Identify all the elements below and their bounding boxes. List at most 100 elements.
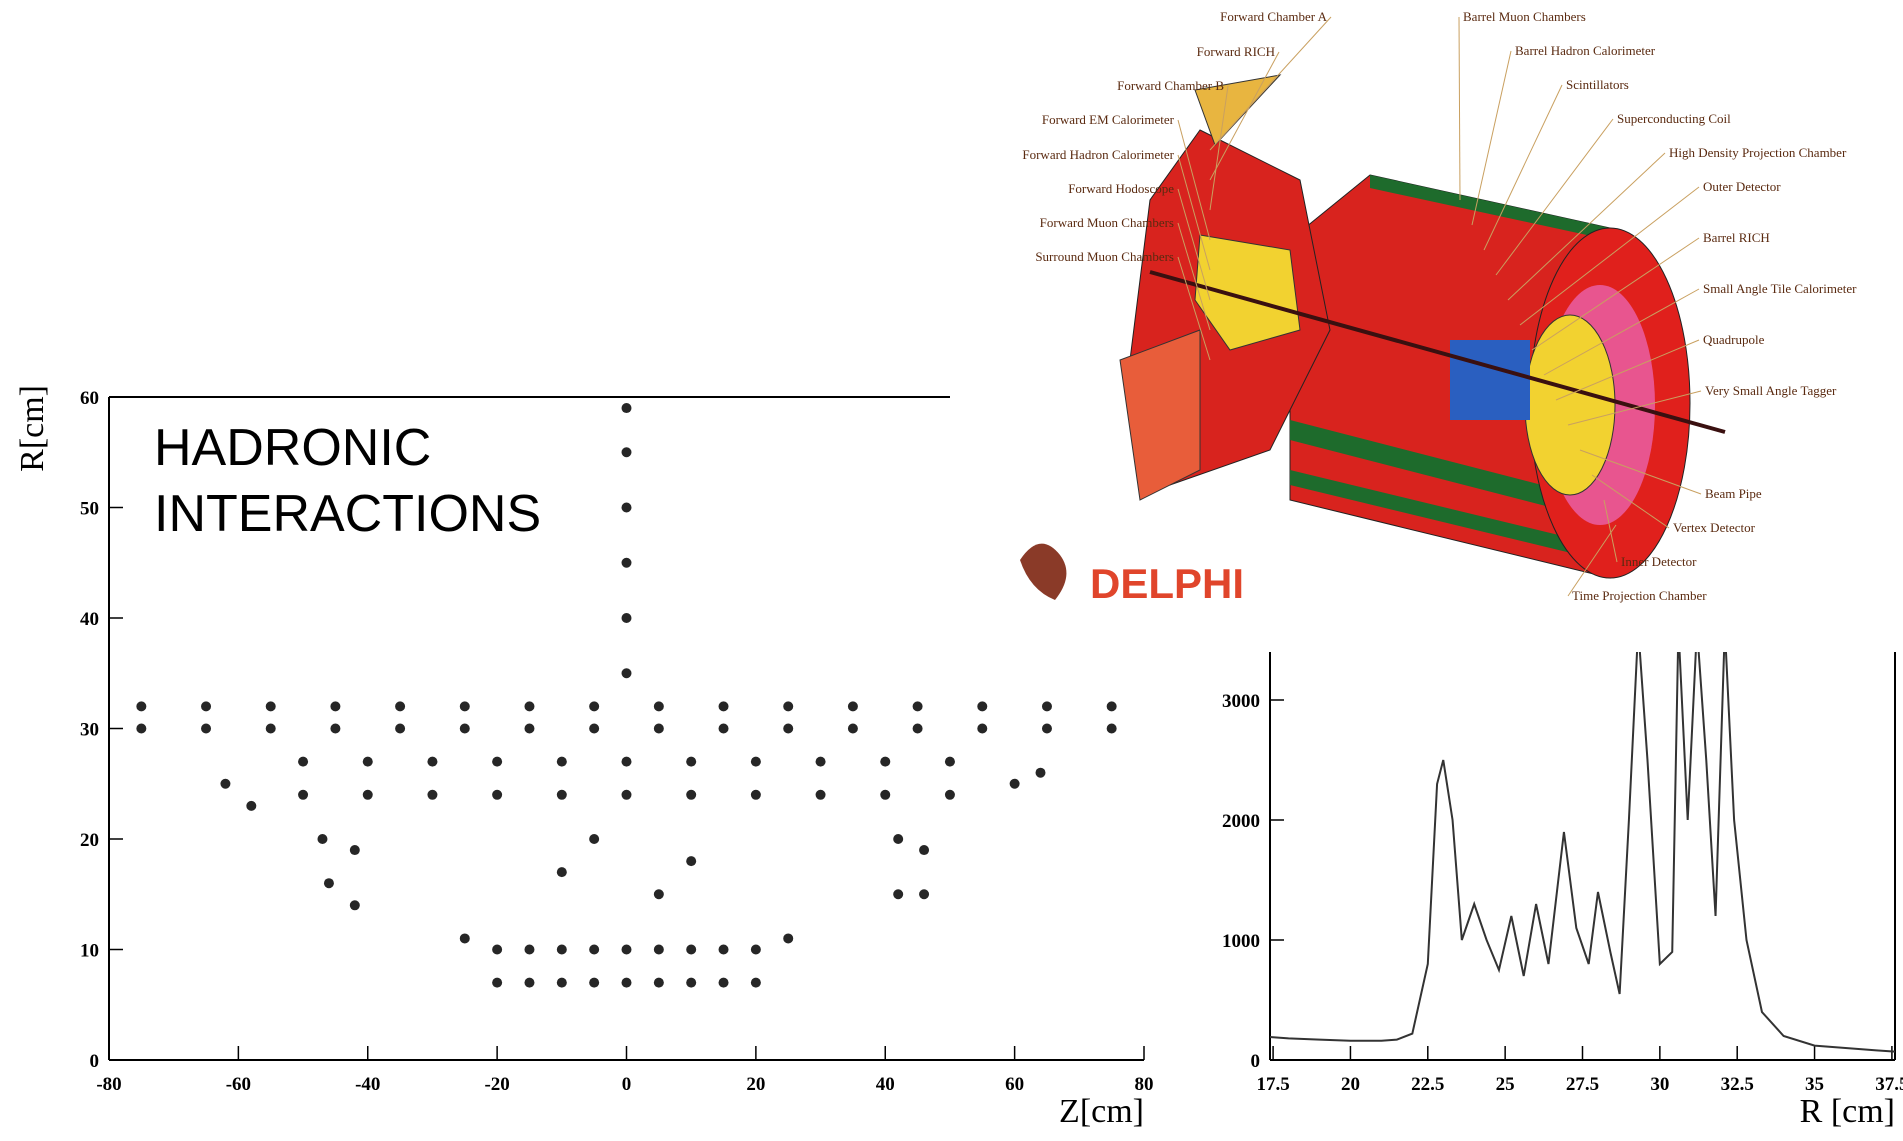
data-point [524,978,534,988]
x-tick-label: 20 [746,1074,765,1095]
data-point [427,790,437,800]
data-point [654,978,664,988]
data-point [686,945,696,955]
x-tick-label: -40 [355,1074,380,1095]
y-tick-label: 0 [90,1051,100,1072]
data-point [622,558,632,568]
data-point [880,757,890,767]
tpc [1525,315,1615,495]
data-point [589,945,599,955]
data-point [919,889,929,899]
component-label: Forward Hadron Calorimeter [1022,147,1174,162]
y-tick-label: 50 [80,499,99,520]
annotation: HADRONIC [154,419,431,477]
data-point [557,867,567,877]
data-point [686,790,696,800]
inner-detector [1450,340,1530,420]
component-label: Surround Muon Chambers [1035,249,1174,264]
data-point [246,801,256,811]
data-point [201,724,211,734]
y-tick-label: 60 [80,388,99,409]
data-point [589,701,599,711]
x-tick-label: -80 [96,1074,121,1095]
y-tick-label: 20 [80,830,99,851]
data-point [557,757,567,767]
data-point [350,845,360,855]
histogram-line [1258,628,1895,1052]
x-tick-label: 17.5 [1256,1074,1289,1095]
data-point [783,724,793,734]
component-label: Forward Chamber A [1220,9,1327,24]
annotation: INTERACTIONS [154,485,541,543]
data-point [751,757,761,767]
data-point [977,724,987,734]
data-point [363,790,373,800]
component-label: Forward RICH [1197,44,1275,59]
data-point [622,790,632,800]
data-point [350,900,360,910]
data-point [893,834,903,844]
x-axis-label: Z[cm] [1059,1093,1144,1130]
data-point [622,403,632,413]
component-label: Small Angle Tile Calorimeter [1703,281,1857,296]
data-point [654,945,664,955]
data-point [913,724,923,734]
data-point [622,757,632,767]
data-point [622,978,632,988]
data-point [654,701,664,711]
data-point [492,945,502,955]
data-point [783,701,793,711]
data-point [686,856,696,866]
data-point [654,889,664,899]
data-point [1042,724,1052,734]
data-point [719,945,729,955]
data-point [589,724,599,734]
data-point [1042,701,1052,711]
component-label: Quadrupole [1703,332,1765,347]
y-tick-label: 3000 [1222,691,1260,712]
data-point [492,978,502,988]
y-tick-label: 2000 [1222,811,1260,832]
data-point [622,945,632,955]
data-point [913,701,923,711]
data-point [751,790,761,800]
data-point [816,790,826,800]
component-label: Very Small Angle Tagger [1705,383,1837,398]
data-point [719,724,729,734]
data-point [460,701,470,711]
component-label: High Density Projection Chamber [1669,145,1847,160]
data-point [622,613,632,623]
data-point [1010,779,1020,789]
data-point [557,978,567,988]
component-label: Inner Detector [1621,554,1697,569]
x-tick-label: 30 [1650,1074,1669,1095]
data-point [622,447,632,457]
data-point [686,978,696,988]
data-point [557,945,567,955]
component-label: Barrel Hadron Calorimeter [1515,43,1656,58]
component-label: Forward Muon Chambers [1040,215,1174,230]
y-tick-label: 1000 [1222,931,1260,952]
data-point [557,790,567,800]
data-point [136,701,146,711]
data-point [622,668,632,678]
figure: -80-60-40-200204060800102030405060Z[cm]R… [0,0,1903,1141]
component-label: Scintillators [1566,77,1629,92]
x-tick-label: 60 [1005,1074,1024,1095]
data-point [719,978,729,988]
data-point [460,724,470,734]
data-point [330,701,340,711]
data-point [298,757,308,767]
x-tick-label: -20 [484,1074,509,1095]
data-point [266,701,276,711]
component-label: Barrel Muon Chambers [1463,9,1586,24]
y-tick-label: 10 [80,941,99,962]
data-point [1036,768,1046,778]
y-axis-label: R[cm] [14,385,51,472]
data-point [816,757,826,767]
data-point [654,724,664,734]
data-point [1107,724,1117,734]
x-tick-label: 22.5 [1411,1074,1444,1095]
data-point [848,701,858,711]
x-tick-label: -60 [226,1074,251,1095]
